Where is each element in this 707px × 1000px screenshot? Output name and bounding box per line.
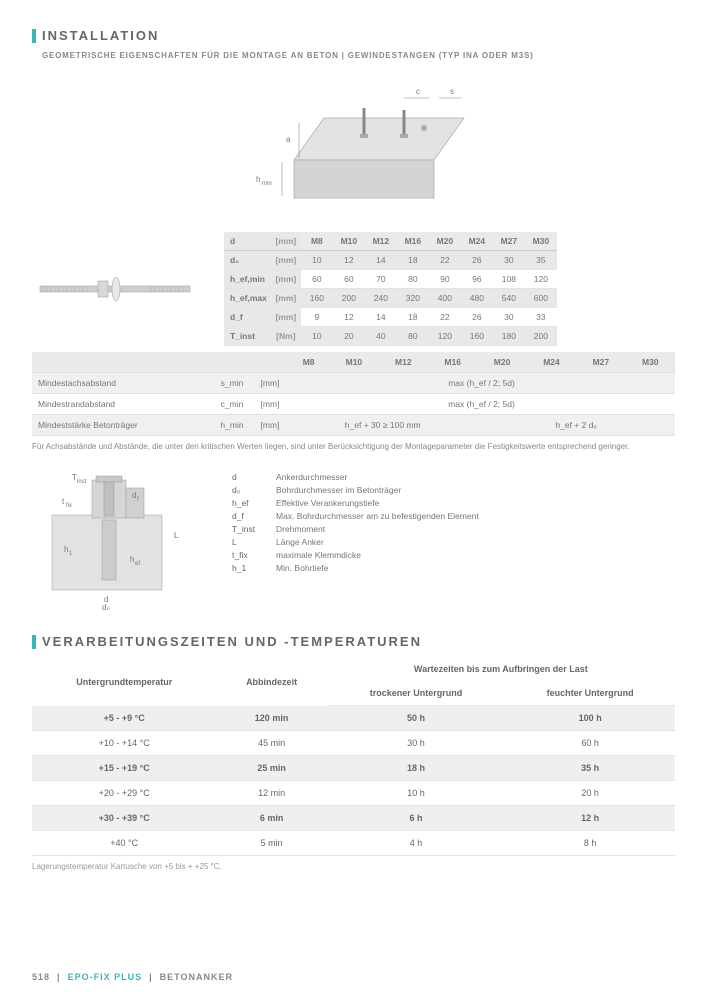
footnote-spacing: Für Achsabstände und Abstände, die unter… <box>32 442 675 452</box>
page-footer: 518 | EPO-FIX PLUS | BETONANKER <box>32 972 233 982</box>
table-row: d_f[mm]912141822263033 <box>224 308 557 327</box>
t1-head: M10 <box>333 232 365 251</box>
legend-row: T_instDrehmoment <box>232 522 479 535</box>
section-subtitle: GEOMETRISCHE EIGENSCHAFTEN FÜR DIE MONTA… <box>42 51 675 60</box>
t1-head: M8 <box>301 232 333 251</box>
legend-row: d_fMax. Bohrdurchmesser am zu befestigen… <box>232 509 479 522</box>
table-row: +10 - +14 °C45 min30 h60 h <box>32 731 675 756</box>
category-name: BETONANKER <box>160 972 233 982</box>
table-row: h_ef,min[mm]606070809096108120 <box>224 270 557 289</box>
t1-head-d: d <box>224 232 271 251</box>
legend-row: d₀Bohrdurchmesser im Betonträger <box>232 483 479 496</box>
t1-head: M27 <box>493 232 525 251</box>
table-row: Mindestrandabstandc_min[mm]max (h_ef / 2… <box>32 394 675 415</box>
section-accent-bar <box>32 29 36 43</box>
section-title: VERARBEITUNGSZEITEN UND -TEMPERATUREN <box>42 634 422 649</box>
section-title: INSTALLATION <box>42 28 159 43</box>
section-header-installation: INSTALLATION <box>32 28 675 43</box>
section-accent-bar <box>32 635 36 649</box>
svg-text:inst: inst <box>77 479 87 485</box>
t1-head-unit: [mm] <box>271 232 301 251</box>
geometry-table: d [mm] M8 M10 M12 M16 M20 M24 M27 M30 d₀… <box>224 232 557 346</box>
t3-h1: Untergrundtemperatur <box>32 657 216 706</box>
spacing-table: M8 M10 M12 M16 M20 M24 M27 M30 Mindestac… <box>32 352 675 436</box>
legend-row: LLänge Anker <box>232 535 479 548</box>
t3-h3: Wartezeiten bis zum Aufbringen der Last <box>327 657 675 681</box>
legend-row: dAnkerdurchmesser <box>232 470 479 483</box>
table-row: +5 - +9 °C120 min50 h100 h <box>32 706 675 731</box>
t1-head: M16 <box>397 232 429 251</box>
svg-text:min: min <box>262 181 272 187</box>
table-row: h_ef,max[mm]160200240320400480540600 <box>224 289 557 308</box>
svg-text:ef: ef <box>135 561 140 567</box>
anchor-cross-section-diagram: Tinst tfix df L h1 hef d d₀ <box>32 470 202 610</box>
table-row: T_inst[Nm]10204080120160180200 <box>224 327 557 346</box>
svg-text:h: h <box>130 555 134 564</box>
table-row: d₀[mm]1012141822263035 <box>224 251 557 270</box>
svg-text:t: t <box>62 497 65 506</box>
t1-head: M30 <box>525 232 557 251</box>
svg-text:L: L <box>174 531 179 540</box>
svg-text:c: c <box>416 87 420 96</box>
storage-note: Lagerungstemperatur Kartusche von +5 bis… <box>32 862 675 871</box>
legend-row: h_1Min. Bohrtiefe <box>232 561 479 574</box>
table-row: Mindeststärke Betonträgerh_min[mm]h_ef +… <box>32 415 675 436</box>
legend-row: h_efEffektive Verankerungstiefe <box>232 496 479 509</box>
section-header-times: VERARBEITUNGSZEITEN UND -TEMPERATUREN <box>32 634 675 649</box>
svg-text:h: h <box>256 175 260 184</box>
t1-head: M24 <box>461 232 493 251</box>
table-row: +20 - +29 °C12 min10 h20 h <box>32 781 675 806</box>
iso-concrete-diagram: c s a h min <box>204 78 504 218</box>
t1-head: M12 <box>365 232 397 251</box>
page-number: 518 <box>32 972 50 982</box>
table-row: +40 °C5 min4 h8 h <box>32 831 675 856</box>
svg-text:d: d <box>132 491 136 500</box>
t3-h3a: trockener Untergrund <box>327 681 506 706</box>
svg-text:d₀: d₀ <box>102 603 110 610</box>
curing-times-table: Untergrundtemperatur Abbindezeit Warteze… <box>32 657 675 856</box>
svg-text:s: s <box>450 87 454 96</box>
table-row: +30 - +39 °C6 min6 h12 h <box>32 806 675 831</box>
table-row: Mindestachsabstands_min[mm]max (h_ef / 2… <box>32 373 675 394</box>
svg-text:a: a <box>286 135 291 144</box>
svg-text:h: h <box>64 545 68 554</box>
t3-h3b: feuchter Untergrund <box>505 681 675 706</box>
legend-row: t_fixmaximale Klemmdicke <box>232 548 479 561</box>
product-name: EPO-FIX PLUS <box>68 972 143 982</box>
svg-text:fix: fix <box>66 503 72 509</box>
table-row: +15 - +19 °C25 min18 h35 h <box>32 756 675 781</box>
t3-h2: Abbindezeit <box>216 657 326 706</box>
threaded-rod-illustration <box>32 269 212 309</box>
symbol-legend: dAnkerdurchmesserd₀Bohrdurchmesser im Be… <box>232 470 479 574</box>
t1-head: M20 <box>429 232 461 251</box>
